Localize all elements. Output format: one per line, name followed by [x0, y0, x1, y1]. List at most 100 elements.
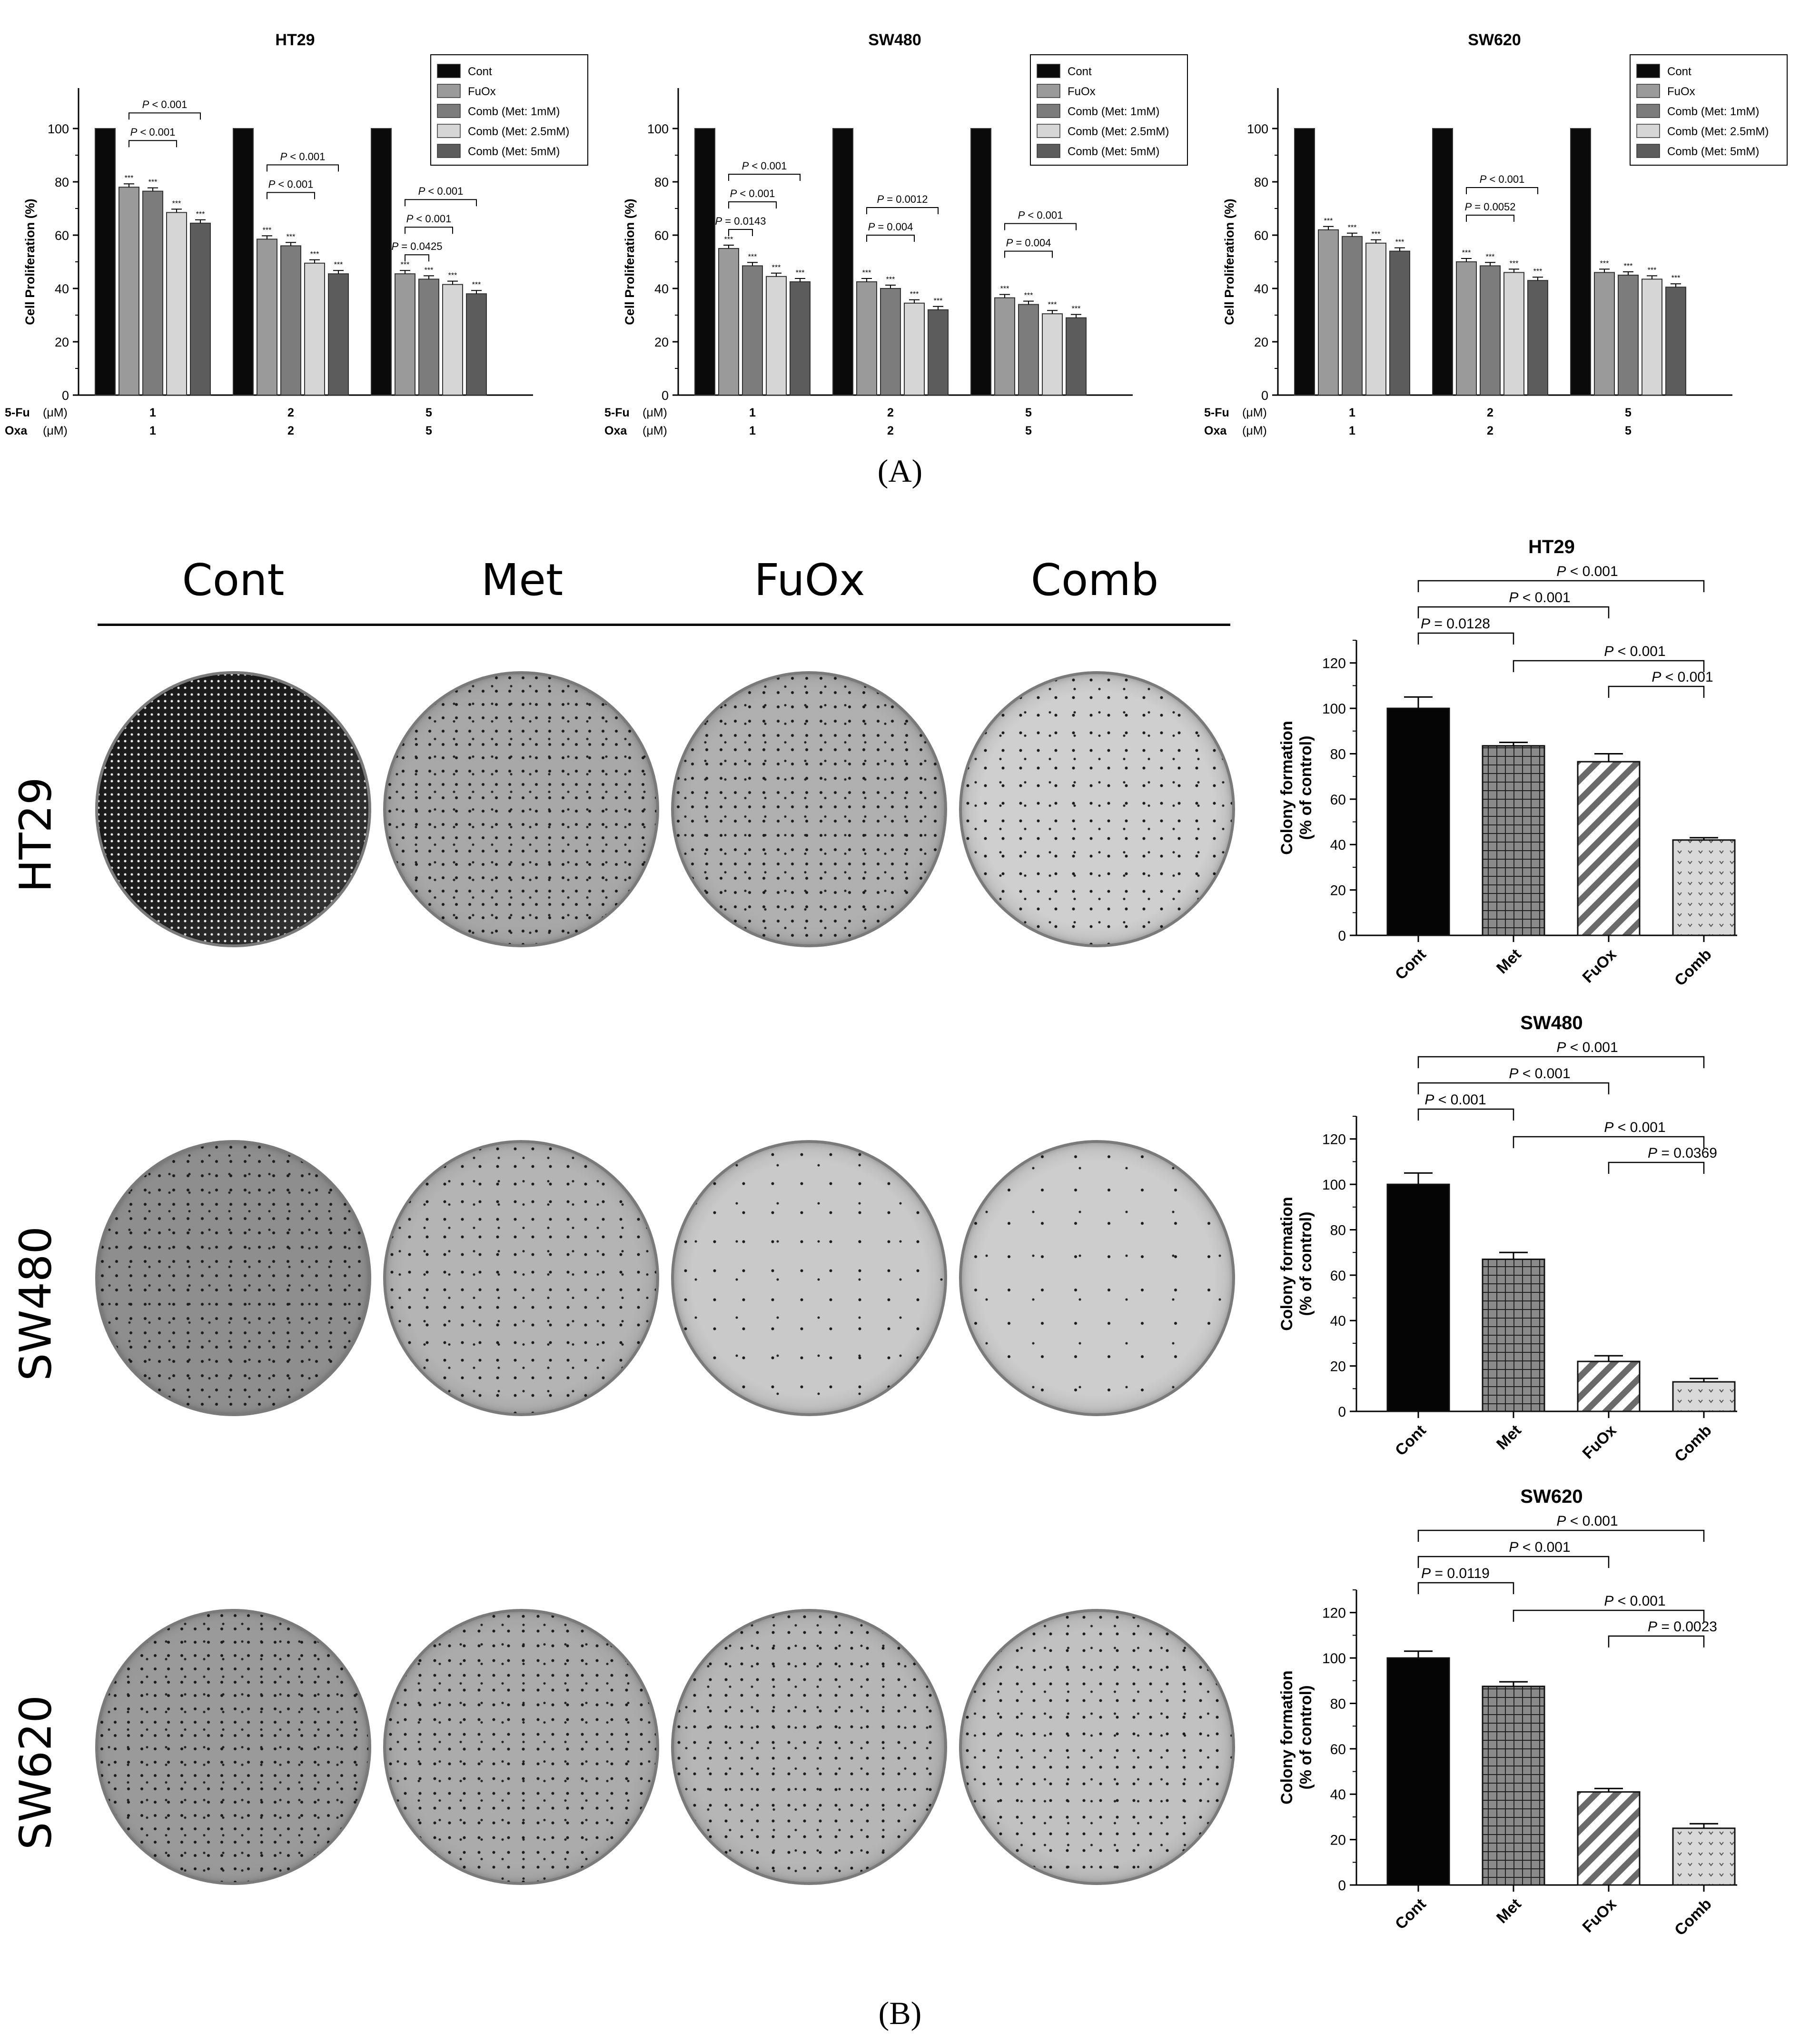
- bar: [1672, 839, 1736, 936]
- x-tick-label: Cont: [1392, 1421, 1429, 1459]
- col-header-met: Met: [481, 555, 564, 605]
- significance-bracket: [1513, 1136, 1705, 1148]
- y-tick-label: 0: [1338, 928, 1346, 944]
- significance-bracket: [1004, 250, 1053, 258]
- y-tick-label: 40: [654, 282, 669, 296]
- significance-bracket: [267, 164, 339, 172]
- significance-marker: ***: [148, 179, 158, 187]
- significance-label: P < 0.001: [730, 188, 775, 199]
- y-tick-label: 20: [1254, 335, 1268, 349]
- significance-bracket: [1004, 223, 1077, 230]
- legend-swatch: [437, 124, 461, 138]
- significance-bracket: [1417, 1082, 1610, 1094]
- dose-value: 5: [1625, 424, 1632, 437]
- x-tick-label: Met: [1493, 1895, 1524, 1926]
- significance-marker: ***: [796, 269, 805, 277]
- significance-bracket: [1608, 1161, 1705, 1174]
- bar: [442, 284, 463, 396]
- significance-label: P < 0.001: [1652, 669, 1713, 685]
- x-tick-label: FuOx: [1579, 945, 1620, 986]
- legend-swatch: [1636, 104, 1660, 118]
- y-tick-label: 0: [662, 388, 669, 403]
- y-tick-label: 40: [55, 282, 69, 296]
- significance-marker: ***: [310, 250, 319, 258]
- bar: [856, 281, 877, 396]
- y-axis-label: (% of control): [1297, 1685, 1315, 1789]
- bar: [1482, 745, 1545, 936]
- dose-value: 5: [1025, 424, 1032, 437]
- y-tick-label: 60: [1330, 792, 1346, 808]
- bar: [395, 273, 415, 396]
- bar: [1594, 272, 1615, 396]
- bar: [1432, 128, 1453, 396]
- bar: [1577, 1360, 1641, 1412]
- x-tick-label: Cont: [1392, 945, 1429, 983]
- significance-marker: ***: [334, 261, 343, 269]
- chart-title: HT29: [275, 31, 315, 49]
- bar: [1672, 1381, 1736, 1412]
- significance-label: P < 0.001: [1424, 1092, 1486, 1108]
- x-tick-label: Cont: [1392, 1895, 1429, 1933]
- y-tick-label: 60: [654, 228, 669, 243]
- col-header-comb: Comb: [1030, 555, 1159, 605]
- colony-dish-image: [95, 1140, 371, 1416]
- significance-marker: ***: [1395, 238, 1404, 247]
- significance-bracket: [1417, 606, 1610, 618]
- bar: [1577, 1791, 1641, 1886]
- bar: [1577, 761, 1641, 936]
- y-tick-label: 100: [1247, 122, 1268, 136]
- bar: [95, 128, 116, 396]
- panel-label-a: (A): [877, 453, 923, 489]
- significance-marker: ***: [724, 236, 733, 244]
- bar: [694, 128, 715, 396]
- legend-swatch: [1037, 124, 1060, 138]
- colony-dish-image: [959, 1140, 1235, 1416]
- y-tick-label: 60: [55, 228, 69, 243]
- y-tick-label: 80: [654, 175, 669, 189]
- bar: [1618, 275, 1639, 396]
- dose-value: 1: [1349, 424, 1355, 437]
- chart-a-sw480: SW480 Cell Proliferation (%) 0 20 40 60 80 100 *…: [600, 0, 1190, 457]
- significance-marker: ***: [748, 253, 757, 261]
- significance-label: P = 0.004: [1006, 237, 1051, 249]
- significance-label: P < 0.001: [1556, 564, 1618, 579]
- colony-dish-image: [671, 1609, 947, 1885]
- bar: [257, 238, 277, 396]
- colony-chart-svg: SW480 Colony formation (% of control) 0 20 40…: [1278, 1012, 1737, 1465]
- bar: [1386, 1183, 1450, 1412]
- significance-marker: ***: [1324, 217, 1333, 225]
- y-tick-label: 120: [1322, 1132, 1346, 1148]
- significance-marker: ***: [1648, 266, 1657, 274]
- significance-marker: ***: [1600, 259, 1609, 268]
- significance-label: P < 0.001: [280, 150, 326, 162]
- colony-dish-image: [959, 671, 1235, 947]
- col-header-cont: Cont: [182, 555, 285, 605]
- significance-bracket: [1417, 1582, 1514, 1594]
- legend-entry: Comb (Met: 1mM): [468, 105, 560, 118]
- y-tick-label: 40: [1330, 837, 1346, 853]
- significance-label: P < 0.001: [418, 185, 464, 197]
- significance-marker: ***: [1048, 301, 1057, 309]
- y-tick-label: 80: [1330, 746, 1346, 762]
- significance-marker: ***: [772, 264, 781, 272]
- legend-entry: Comb (Met: 2.5mM): [1068, 125, 1169, 138]
- y-axis-label: (% of control): [1297, 1211, 1315, 1316]
- significance-label: P < 0.001: [130, 126, 176, 138]
- legend-entry: Comb (Met: 5mM): [1068, 145, 1159, 158]
- x-tick-label: Met: [1493, 1421, 1524, 1453]
- dose-value: 5: [1025, 406, 1032, 419]
- significance-marker: ***: [425, 266, 434, 274]
- y-tick-label: 20: [1330, 1359, 1346, 1375]
- colony-dish-image: [383, 1140, 659, 1416]
- colony-dish-image: [671, 671, 947, 947]
- significance-marker: ***: [263, 226, 272, 234]
- bar: [166, 212, 187, 396]
- significance-label: P = 0.0023: [1648, 1619, 1717, 1635]
- dose-value: 2: [287, 406, 294, 419]
- x-tick-label: FuOx: [1579, 1421, 1620, 1462]
- dose-value: 2: [1487, 424, 1493, 437]
- dose-value: 5: [425, 406, 432, 419]
- x-tick-label: Met: [1493, 945, 1524, 977]
- y-tick-label: 120: [1322, 1606, 1346, 1621]
- legend-swatch: [1636, 64, 1660, 78]
